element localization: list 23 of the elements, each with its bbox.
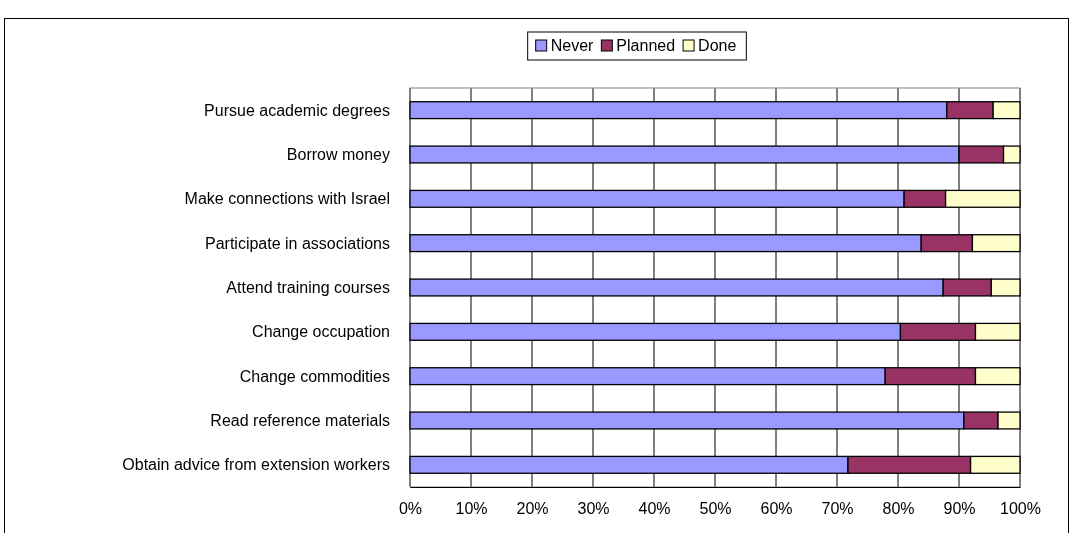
x-tick-label: 50% [699,500,732,518]
y-tick-label: Obtain advice from extension workers [122,456,390,474]
y-tick-label: Attend training courses [226,279,390,297]
x-tick-label: 10% [455,500,488,518]
x-tick-label: 60% [760,500,793,518]
x-tick-label: 70% [821,500,854,518]
x-tick-label: 100% [1000,500,1041,518]
y-tick-label: Make connections with Israel [184,190,390,208]
y-tick-label: Read reference materials [210,412,390,430]
y-tick-label: Participate in associations [205,234,390,252]
x-tick-label: 0% [398,500,423,518]
x-tick-label: 90% [943,500,976,518]
x-tick-label: 20% [516,500,549,518]
y-tick-label: Pursue academic degrees [204,101,390,119]
legend-label: Planned [616,37,676,54]
legend-label: Done [698,37,737,54]
legend-label: Never [550,37,595,54]
x-tick-label: 80% [882,500,915,518]
y-tick-label: Change commodities [239,367,390,385]
y-tick-label: Change occupation [252,323,390,341]
x-tick-label: 30% [577,500,610,518]
x-tick-label: 40% [638,500,671,518]
y-tick-label: Borrow money [286,146,390,164]
